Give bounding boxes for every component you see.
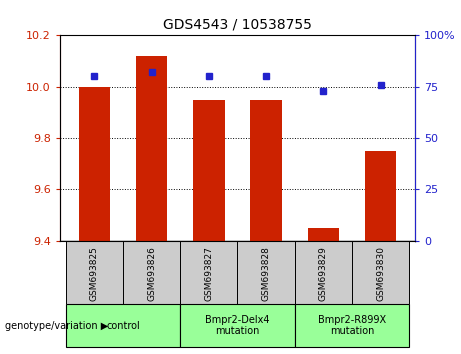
Bar (237, 241, 295, 304)
Text: GSM693830: GSM693830 (376, 246, 385, 301)
Bar (365, 151, 396, 241)
Text: GSM693829: GSM693829 (319, 246, 328, 301)
Text: Bmpr2-Delx4
mutation: Bmpr2-Delx4 mutation (205, 315, 270, 337)
Text: control: control (106, 321, 140, 331)
Text: GSM693827: GSM693827 (204, 246, 213, 301)
Bar (65, 241, 123, 304)
Text: genotype/variation ▶: genotype/variation ▶ (5, 321, 108, 331)
Bar (193, 99, 225, 241)
Bar (352, 241, 409, 304)
Text: GSM693826: GSM693826 (147, 246, 156, 301)
Title: GDS4543 / 10538755: GDS4543 / 10538755 (163, 17, 312, 32)
Bar (295, 304, 409, 347)
Text: GSM693825: GSM693825 (90, 246, 99, 301)
Bar (180, 241, 237, 304)
Bar (250, 99, 282, 241)
Bar (78, 87, 110, 241)
Text: GSM693828: GSM693828 (261, 246, 271, 301)
Bar (136, 56, 167, 241)
Bar (65, 304, 180, 347)
Bar (307, 228, 339, 241)
Bar (123, 241, 180, 304)
Bar (295, 241, 352, 304)
Text: Bmpr2-R899X
mutation: Bmpr2-R899X mutation (318, 315, 386, 337)
Bar (180, 304, 295, 347)
